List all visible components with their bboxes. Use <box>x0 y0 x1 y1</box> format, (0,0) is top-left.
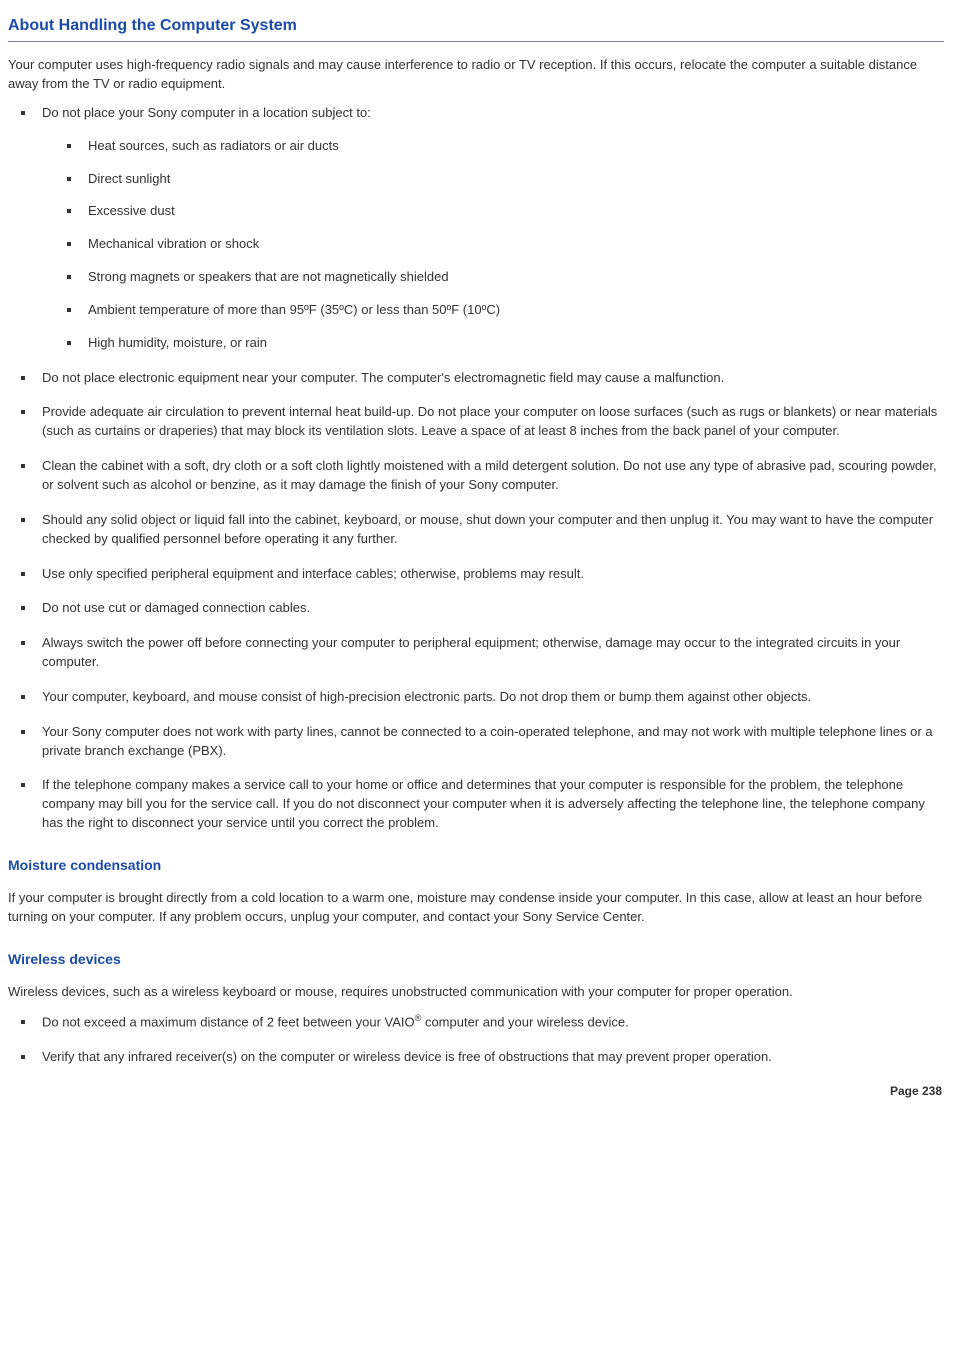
list-item: Provide adequate air circulation to prev… <box>36 403 944 441</box>
nested-bullet-list: Heat sources, such as radiators or air d… <box>42 137 944 353</box>
list-item: Heat sources, such as radiators or air d… <box>82 137 944 156</box>
main-bullet-list: Do not place your Sony computer in a loc… <box>8 104 944 833</box>
list-item: Your computer, keyboard, and mouse consi… <box>36 688 944 707</box>
section-intro: Wireless devices, such as a wireless key… <box>8 983 944 1002</box>
list-item: Your Sony computer does not work with pa… <box>36 723 944 761</box>
list-item: Do not use cut or damaged connection cab… <box>36 599 944 618</box>
page-title: About Handling the Computer System <box>8 14 944 42</box>
list-item: Use only specified peripheral equipment … <box>36 565 944 584</box>
list-item: Do not place electronic equipment near y… <box>36 369 944 388</box>
list-item: Clean the cabinet with a soft, dry cloth… <box>36 457 944 495</box>
list-item: Verify that any infrared receiver(s) on … <box>36 1048 944 1067</box>
list-item: Direct sunlight <box>82 170 944 189</box>
list-item: Do not place your Sony computer in a loc… <box>36 104 944 353</box>
list-item: Ambient temperature of more than 95ºF (3… <box>82 301 944 320</box>
intro-paragraph: Your computer uses high-frequency radio … <box>8 56 944 94</box>
list-item: High humidity, moisture, or rain <box>82 334 944 353</box>
list-item: Do not exceed a maximum distance of 2 fe… <box>36 1012 944 1032</box>
list-item: Strong magnets or speakers that are not … <box>82 268 944 287</box>
list-item: Should any solid object or liquid fall i… <box>36 511 944 549</box>
section-intro: If your computer is brought directly fro… <box>8 889 944 927</box>
page-number: Page 238 <box>8 1083 944 1100</box>
list-item: Always switch the power off before conne… <box>36 634 944 672</box>
section-heading: Wireless devices <box>8 949 944 969</box>
section-heading: Moisture condensation <box>8 855 944 875</box>
list-item: If the telephone company makes a service… <box>36 776 944 833</box>
list-item: Excessive dust <box>82 202 944 221</box>
list-item: Mechanical vibration or shock <box>82 235 944 254</box>
section-bullet-list: Do not exceed a maximum distance of 2 fe… <box>8 1012 944 1067</box>
